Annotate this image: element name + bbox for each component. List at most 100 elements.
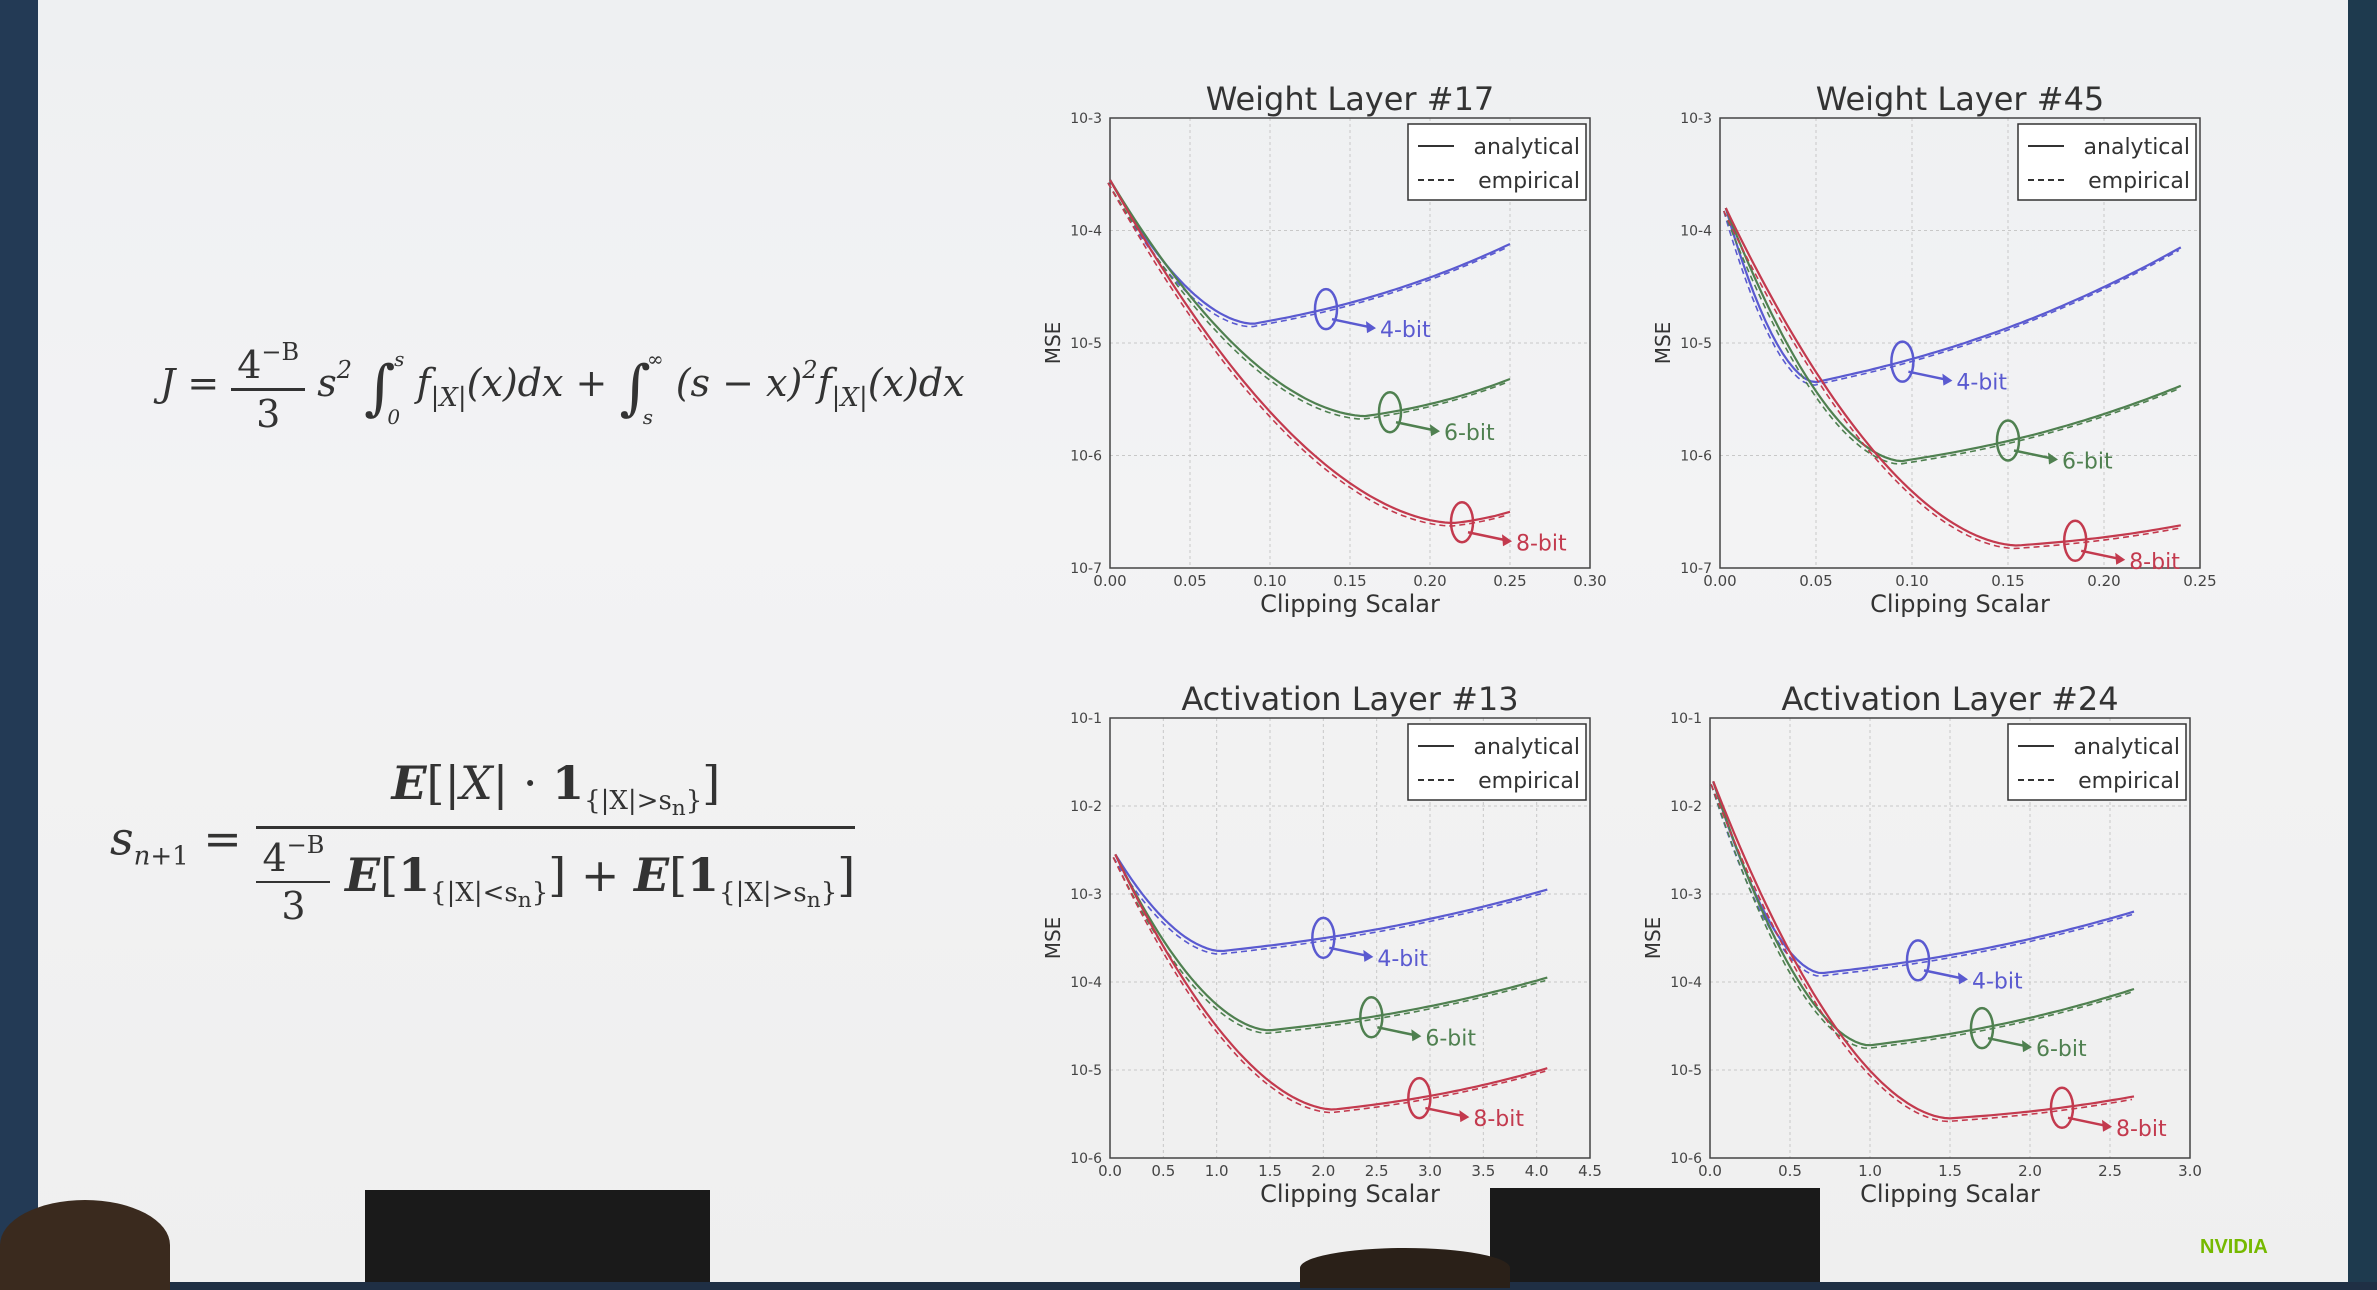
- series-ellipse-marker: [1407, 1076, 1432, 1120]
- series-arrow: [2067, 1116, 2107, 1128]
- series-arrow: [1331, 317, 1371, 329]
- series-arrow-head: [1366, 321, 1376, 334]
- x-tick-label: 0.10: [1895, 572, 1928, 590]
- chart-weight-layer-17: Weight Layer #17 0.00 0.05 0.10 0.15 0.20 0.25…: [1041, 80, 1607, 618]
- x-tick-label: 0.00: [1703, 572, 1736, 590]
- series-line-empirical: [1112, 856, 1546, 955]
- series-arrow-head: [2102, 1119, 2112, 1132]
- series-ellipse-marker: [1905, 939, 1931, 982]
- x-tick-label: 0.05: [1173, 572, 1206, 590]
- y-tick-label: 10-6: [1670, 1151, 1702, 1167]
- series-arrow: [2080, 549, 2120, 561]
- y-tick-label: 10-7: [1680, 561, 1712, 577]
- chart-title: Weight Layer #17: [1206, 80, 1495, 118]
- y-tick-label: 10-4: [1680, 224, 1712, 240]
- y-tick-label: 10-2: [1670, 799, 1702, 815]
- series-ellipse-marker: [1311, 916, 1336, 960]
- series-line-analytical: [1109, 179, 1511, 418]
- series-ellipse-marker: [1449, 501, 1475, 544]
- series-arrow-head: [1459, 1110, 1470, 1123]
- series-line-analytical: [1712, 780, 2135, 1120]
- x-axis-label: Clipping Scalar: [1870, 590, 2050, 618]
- series-ellipse-marker: [2049, 1086, 2075, 1130]
- x-tick-label: 4.0: [1525, 1162, 1549, 1180]
- series-line-analytical: [1712, 781, 2135, 975]
- x-tick-label: 2.5: [1365, 1162, 1389, 1180]
- plot-frame: [1719, 117, 2201, 569]
- chart-weight-layer-45: Weight Layer #45 0.00 0.05 0.10 0.15 0.20 0.25…: [1651, 80, 2217, 618]
- y-tick-label: 10-4: [1070, 224, 1102, 240]
- series-arrow: [1425, 1106, 1464, 1118]
- legend-entry: analytical: [1474, 735, 1580, 760]
- series-line-empirical: [1710, 784, 2133, 1050]
- series-label: 8-bit: [2116, 1117, 2167, 1142]
- legend-entry: empirical: [1478, 769, 1580, 794]
- series-arrow: [2013, 449, 2053, 460]
- series-label: 4-bit: [1377, 947, 1428, 972]
- series-arrow-head: [1502, 534, 1512, 547]
- x-tick-label: 3.0: [2178, 1162, 2202, 1180]
- y-tick-label: 10-5: [1070, 1063, 1102, 1079]
- series-label: 8-bit: [1473, 1107, 1524, 1132]
- series-label: 6-bit: [2036, 1037, 2087, 1062]
- series-arrow-head: [1363, 949, 1374, 962]
- series-label: 4-bit: [1972, 969, 2023, 994]
- x-tick-label: 0.20: [2087, 572, 2120, 590]
- x-tick-label: 0.5: [1778, 1162, 1802, 1180]
- chart-title: Activation Layer #13: [1181, 680, 1518, 718]
- series-ellipse-marker: [2062, 519, 2088, 563]
- series-arrow-head: [1430, 424, 1440, 437]
- series-label: 6-bit: [2062, 449, 2113, 474]
- x-tick-label: 2.0: [1311, 1162, 1335, 1180]
- series-arrow-head: [1942, 373, 1953, 386]
- y-tick-label: 10-4: [1070, 975, 1102, 991]
- legend-entry: analytical: [2074, 735, 2180, 760]
- nvidia-logo: NVIDIA: [2200, 1236, 2268, 1258]
- chair-left: [365, 1190, 710, 1282]
- legend-box: [2017, 123, 2197, 201]
- x-tick-label: 0.05: [1799, 572, 1832, 590]
- plot-frame: [1709, 717, 2191, 1159]
- y-tick-label: 10-6: [1070, 449, 1102, 465]
- series-ellipse-marker: [1890, 340, 1915, 383]
- legend-entry: empirical: [2088, 169, 2190, 194]
- audience-head-center: [1300, 1248, 1510, 1288]
- series-arrow: [1467, 531, 1507, 542]
- series-line-empirical: [1723, 210, 2180, 386]
- x-tick-label: 1.0: [1205, 1162, 1229, 1180]
- series-ellipse-marker: [1359, 996, 1384, 1039]
- legend-box: [1407, 723, 1587, 801]
- series-line-empirical: [1112, 857, 1546, 1114]
- audience-head-left: [0, 1200, 170, 1290]
- x-tick-label: 3.5: [1471, 1162, 1495, 1180]
- series-line-empirical: [1107, 182, 1509, 420]
- x-tick-label: 0.20: [1413, 572, 1446, 590]
- x-tick-label: 0.15: [1991, 572, 2024, 590]
- plot-frame: [1109, 117, 1591, 569]
- series-line-analytical: [1712, 781, 2135, 1047]
- x-tick-label: 0.15: [1333, 572, 1366, 590]
- y-tick-label: 10-3: [1070, 111, 1102, 127]
- series-ellipse-marker: [1995, 419, 2021, 462]
- legend-box: [2007, 723, 2187, 801]
- x-axis-label: Clipping Scalar: [1860, 1180, 2040, 1208]
- x-tick-label: 0.30: [1573, 572, 1606, 590]
- y-tick-label: 10-4: [1670, 975, 1702, 991]
- series-line-empirical: [1723, 210, 2180, 465]
- x-tick-label: 1.5: [1258, 1162, 1282, 1180]
- x-tick-label: 3.0: [1418, 1162, 1442, 1180]
- x-tick-label: 1.5: [1938, 1162, 1962, 1180]
- series-arrow: [1377, 1026, 1416, 1037]
- chart-title: Weight Layer #45: [1816, 80, 2105, 118]
- series-line-analytical: [1114, 853, 1548, 1032]
- x-tick-label: 0.00: [1093, 572, 1126, 590]
- series-line-empirical: [1710, 784, 2133, 977]
- series-label: 6-bit: [1444, 421, 1495, 446]
- chart-activation-layer-24: Activation Layer #24 0.0 0.5 1.0 1.5 2.0 2.5 3.…: [1641, 680, 2202, 1208]
- left-edge: [0, 0, 38, 1282]
- x-axis-label: Clipping Scalar: [1260, 590, 1440, 618]
- series-arrow: [1987, 1036, 2027, 1048]
- chair-right: [1490, 1188, 1820, 1282]
- y-tick-label: 10-3: [1670, 887, 1702, 903]
- legend-entry: empirical: [2078, 769, 2180, 794]
